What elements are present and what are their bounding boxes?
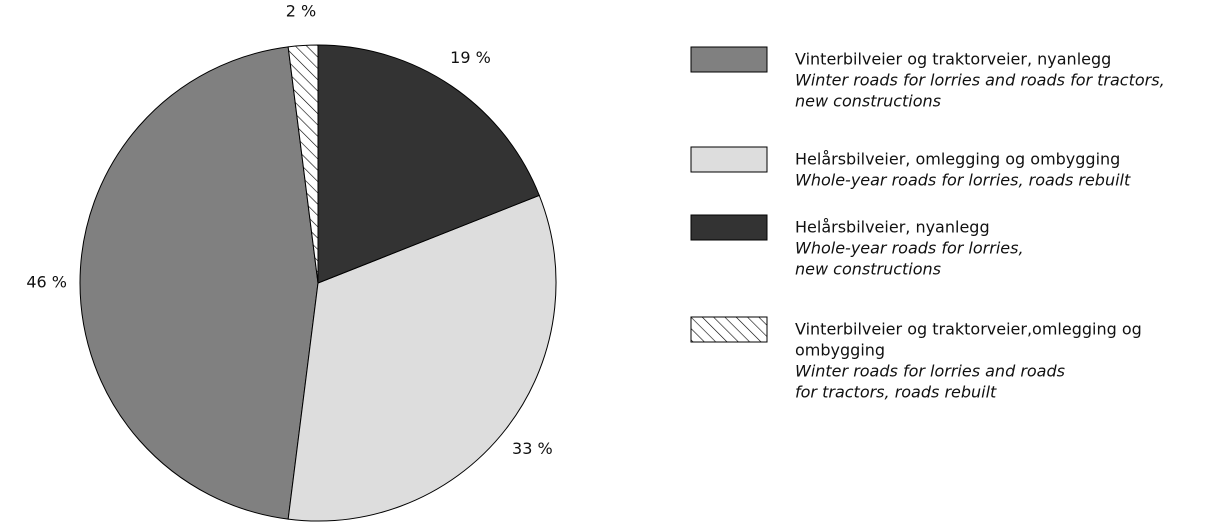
legend-label-en: for tractors, roads rebuilt: [795, 383, 997, 402]
legend-swatch: [690, 46, 768, 73]
legend-swatch: [690, 146, 768, 173]
legend-label: Helårsbilveier, omlegging og ombygging: [795, 150, 1120, 169]
legend-label-en: Winter roads for lorries and roads: [795, 362, 1065, 381]
legend-label-en: Winter roads for lorries and roads for t…: [795, 71, 1165, 90]
legend-label: Helårsbilveier, nyanlegg: [795, 218, 990, 237]
legend-swatch: [690, 316, 768, 343]
slice-label: 19 %: [450, 48, 491, 67]
pie-slice: [287, 194, 557, 522]
pie-slice: [287, 44, 319, 284]
legend-label: Vinterbilveier og traktorveier, nyanlegg: [795, 50, 1111, 69]
legend-label: ombygging: [795, 341, 885, 360]
slice-label: 2 %: [286, 2, 316, 21]
legend-label-en: Whole-year roads for lorries, roads rebu…: [795, 171, 1131, 190]
legend-label-en: new constructions: [795, 92, 941, 111]
slice-label: 33 %: [512, 439, 553, 458]
legend-swatch: [690, 214, 768, 241]
pie-slice: [317, 44, 540, 284]
legend-label-en: new constructions: [795, 260, 941, 279]
legend-label: Vinterbilveier og traktorveier,omlegging…: [795, 320, 1142, 339]
pie-slice: [79, 46, 319, 520]
legend-label-en: Whole-year roads for lorries,: [795, 239, 1024, 258]
slice-label: 46 %: [26, 273, 67, 292]
